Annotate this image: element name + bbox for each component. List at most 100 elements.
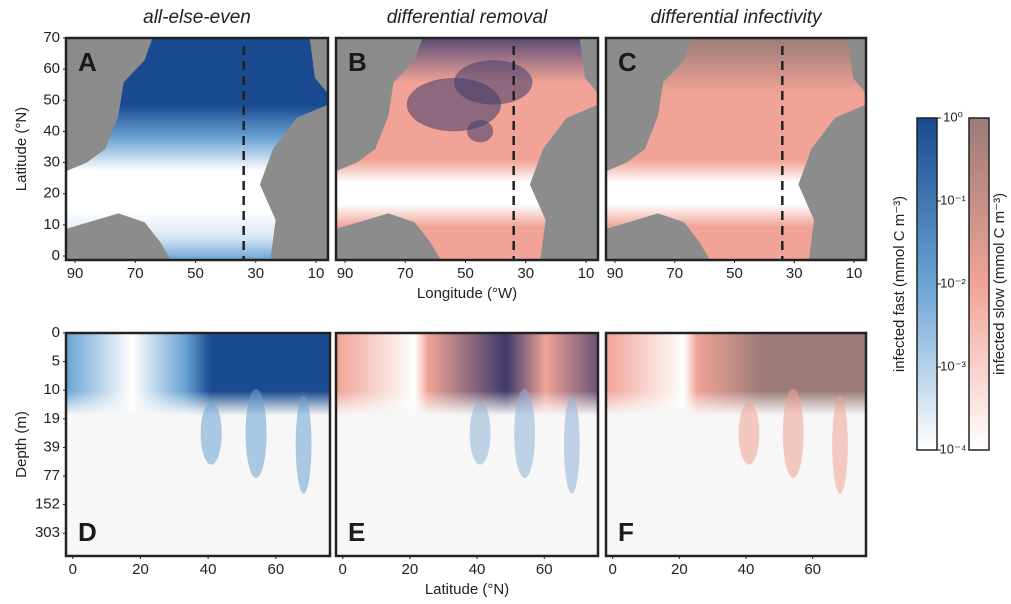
y-tick-label: 30 [43, 154, 60, 171]
x-tick-label: 10 [578, 265, 595, 282]
colorbar-label-slow: infected slow (mmol C m⁻³) [991, 193, 1008, 375]
panel-frame [604, 331, 868, 558]
panel-title: all-else-even [143, 7, 251, 28]
colorbar-label-fast: infected fast (mmol C m⁻³) [891, 196, 908, 372]
panel [336, 333, 598, 556]
y-tick-label: 152 [35, 496, 60, 513]
colorbar-tick-label: 10⁻¹ [940, 192, 966, 207]
colorbar-tick-label: 10⁻² [940, 275, 966, 290]
x-tick-label: 40 [738, 561, 755, 578]
y-tick-label: 0 [52, 247, 60, 264]
panel-letter: F [618, 517, 634, 547]
panel [606, 38, 866, 260]
panel-frame [334, 36, 600, 262]
y-tick-label: 303 [35, 524, 60, 541]
y-tick-label: 60 [43, 60, 60, 77]
section-drip [469, 402, 491, 465]
section-drip [514, 388, 536, 478]
section-drip [782, 388, 804, 478]
panel-title: differential infectivity [650, 7, 823, 28]
section-drip [563, 395, 580, 494]
colorbar-tick-label: 10⁰ [943, 109, 963, 124]
panel-frame [64, 36, 330, 262]
colorbar-fast [916, 117, 938, 451]
x-tick-label: 90 [607, 265, 624, 282]
panel-letter: A [78, 47, 97, 77]
colorbar-tick-label: 10⁻⁴ [940, 441, 967, 456]
panel [66, 38, 328, 260]
heatmap-patch [467, 120, 494, 143]
land [66, 213, 171, 260]
x-tick-label: 20 [402, 561, 419, 578]
x-tick-label: 70 [127, 265, 144, 282]
x-tick-label: 50 [457, 265, 474, 282]
x-tick-label: 0 [339, 561, 347, 578]
section-drip [295, 395, 312, 494]
section-fade [606, 333, 866, 416]
x-tick-label: 90 [67, 265, 84, 282]
panel [336, 38, 598, 260]
section-drip [245, 388, 267, 478]
panel-letter: B [348, 47, 367, 77]
land [798, 104, 866, 260]
land [529, 104, 598, 260]
panel [606, 333, 866, 556]
panel-frame [604, 36, 868, 262]
land [259, 104, 328, 260]
land [336, 38, 423, 172]
x-tick-label: 20 [132, 561, 149, 578]
colorbar-slow [968, 117, 990, 451]
land [847, 38, 866, 94]
section-fade [66, 333, 330, 416]
land [66, 38, 153, 172]
section-drip [200, 402, 222, 465]
panel-frame [334, 331, 600, 558]
y-tick-label: 77 [43, 467, 60, 484]
y-tick-label: 39 [43, 438, 60, 455]
x-tick-label: 40 [200, 561, 217, 578]
x-tick-label: 0 [69, 561, 77, 578]
y-tick-label: 0 [52, 324, 60, 341]
y-tick-label: 19 [43, 410, 60, 427]
land [579, 38, 598, 94]
land [309, 38, 328, 94]
x-tick-label: 60 [536, 561, 553, 578]
x-tick-label: 30 [517, 265, 534, 282]
x-tick-label: 10 [308, 265, 325, 282]
x-tick-label: 50 [726, 265, 743, 282]
y-tick-label: 50 [43, 91, 60, 108]
land [606, 213, 710, 260]
x-tick-label: 70 [666, 265, 683, 282]
colorbar-tick-label: 10⁻³ [940, 358, 966, 373]
x-axis-label: Latitude (°N) [425, 581, 509, 598]
x-tick-label: 10 [846, 265, 863, 282]
y-axis-label: Depth (m) [13, 411, 30, 478]
section-drip [738, 402, 760, 465]
land [606, 38, 692, 172]
x-tick-label: 70 [397, 265, 414, 282]
heatmap-patch [453, 60, 533, 105]
y-tick-label: 5 [52, 353, 60, 370]
x-tick-label: 20 [671, 561, 688, 578]
y-tick-label: 40 [43, 122, 60, 139]
y-axis-label: Latitude (°N) [13, 107, 30, 191]
x-tick-label: 50 [187, 265, 204, 282]
section-drip [832, 395, 848, 494]
panel [66, 333, 330, 556]
panel-letter: C [618, 47, 637, 77]
y-tick-label: 10 [43, 216, 60, 233]
panel-letter: D [78, 517, 97, 547]
x-tick-label: 0 [608, 561, 616, 578]
x-tick-label: 60 [268, 561, 285, 578]
y-tick-label: 10 [43, 381, 60, 398]
x-tick-label: 40 [469, 561, 486, 578]
panel-frame [64, 331, 332, 558]
land [336, 213, 441, 260]
x-tick-label: 90 [337, 265, 354, 282]
y-tick-label: 70 [43, 29, 60, 46]
x-tick-label: 30 [786, 265, 803, 282]
y-tick-label: 20 [43, 185, 60, 202]
section-fade [336, 333, 598, 416]
panel-letter: E [348, 517, 365, 547]
